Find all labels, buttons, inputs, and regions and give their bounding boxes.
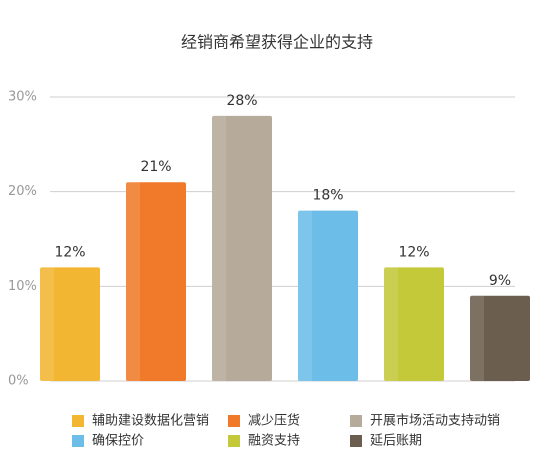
y-tick-label: 20%: [8, 184, 37, 199]
legend-label: 融资支持: [248, 434, 300, 449]
legend-swatch: [228, 435, 240, 447]
bar: [126, 182, 186, 381]
bar: [384, 267, 444, 381]
legend-swatch: [350, 415, 362, 427]
y-tick-label: 30%: [8, 90, 37, 105]
legend-label: 确保控价: [92, 434, 144, 449]
bar: [40, 267, 100, 381]
bar-shine: [470, 295, 484, 381]
value-label: 9%: [489, 273, 511, 289]
bar: [212, 115, 272, 381]
legend-swatch: [72, 415, 84, 427]
value-label: 12%: [398, 244, 429, 260]
legend-label: 减少压货: [248, 413, 300, 429]
value-label: 12%: [54, 244, 85, 260]
legend-label: 开展市场活动支持动销: [370, 413, 500, 429]
bar: [470, 295, 530, 381]
legend-label: 辅助建设数据化营销: [92, 414, 209, 429]
legend-swatch: [228, 415, 240, 427]
legend-label: 延后账期: [370, 434, 422, 449]
bar: [298, 210, 358, 381]
value-label: 18%: [312, 188, 343, 204]
bar-shine: [126, 182, 140, 381]
legend-swatch: [350, 435, 362, 447]
bar-shine: [212, 115, 226, 381]
bar-shine: [384, 267, 398, 381]
chart-title: 经销商希望获得企业的支持: [181, 33, 373, 52]
bar-shine: [298, 210, 312, 381]
y-tick-label: 10%: [8, 279, 37, 294]
bar-shine: [40, 267, 54, 381]
value-label: 28%: [226, 93, 257, 109]
legend-swatch: [72, 435, 84, 447]
y-tick-label: 0%: [8, 374, 29, 389]
value-label: 21%: [140, 159, 171, 175]
